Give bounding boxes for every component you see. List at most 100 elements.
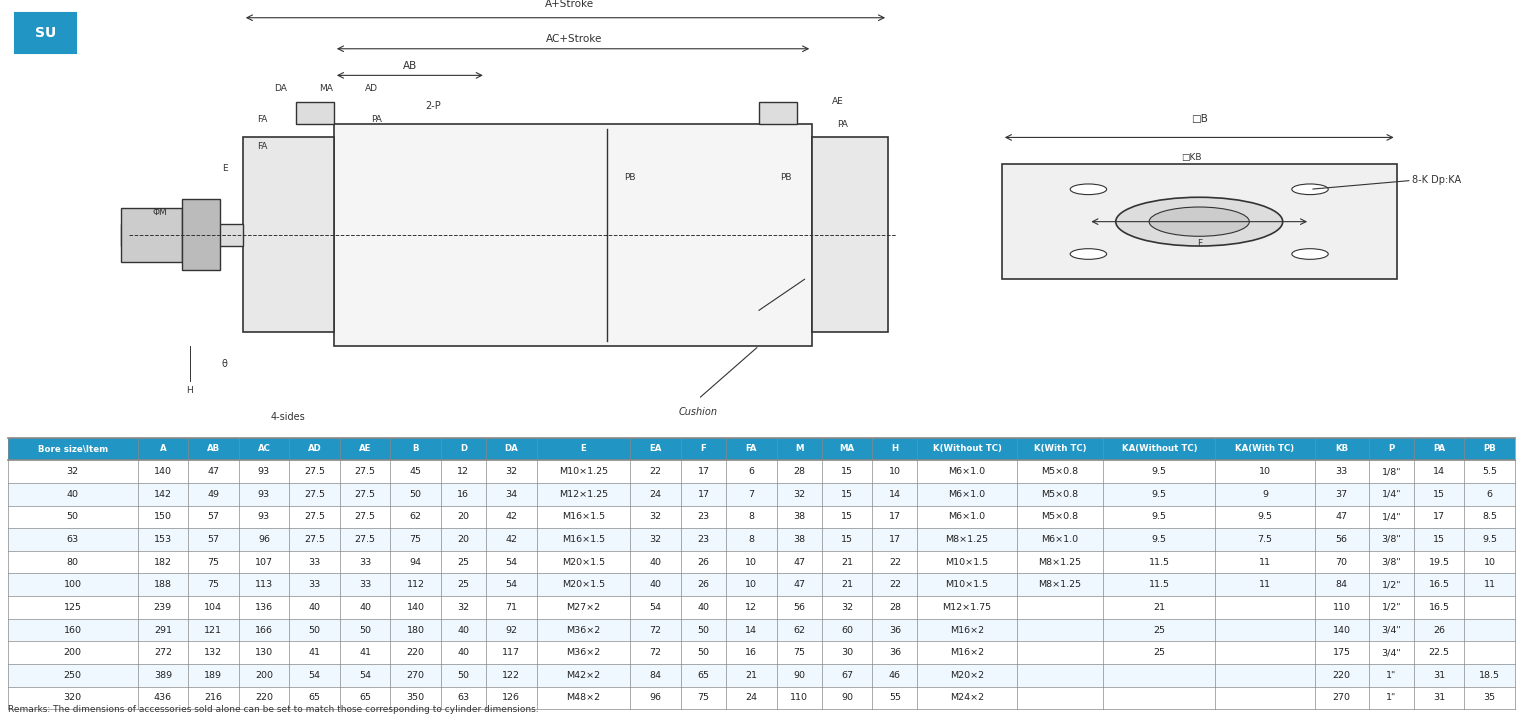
Text: 182: 182: [153, 558, 172, 566]
Text: 6: 6: [1486, 490, 1492, 498]
Text: □B: □B: [1190, 114, 1208, 124]
Text: A+Stroke: A+Stroke: [545, 0, 594, 9]
Text: AE: AE: [358, 445, 372, 453]
Text: 22: 22: [890, 581, 900, 589]
FancyBboxPatch shape: [15, 14, 76, 53]
Bar: [8, 686, 1515, 709]
Bar: [182, 199, 220, 270]
Text: Bore size\Item: Bore size\Item: [38, 445, 108, 453]
Text: 27.5: 27.5: [304, 490, 325, 498]
Text: 113: 113: [255, 581, 273, 589]
Text: M6×1.0: M6×1.0: [949, 467, 985, 476]
Text: 21: 21: [841, 558, 853, 566]
Bar: [121, 208, 182, 262]
Text: 50: 50: [360, 626, 370, 634]
Text: 24: 24: [745, 694, 757, 702]
Text: 32: 32: [505, 467, 518, 476]
Text: 50: 50: [457, 671, 469, 680]
Text: 20: 20: [457, 513, 469, 521]
Text: 18.5: 18.5: [1479, 671, 1500, 680]
Text: 140: 140: [407, 603, 425, 612]
Text: 36: 36: [890, 626, 900, 634]
Text: 75: 75: [697, 694, 709, 702]
Text: 26: 26: [697, 558, 709, 566]
Text: 1/4": 1/4": [1381, 490, 1401, 498]
Text: 130: 130: [255, 649, 273, 657]
Text: K(With TC): K(With TC): [1034, 445, 1087, 453]
Text: PA: PA: [1433, 445, 1445, 453]
Text: 26: 26: [1433, 626, 1445, 634]
Text: 40: 40: [697, 603, 709, 612]
Text: 14: 14: [890, 490, 900, 498]
Text: 220: 220: [1333, 671, 1351, 680]
Bar: [296, 102, 334, 124]
Text: 132: 132: [205, 649, 223, 657]
Text: 188: 188: [153, 581, 172, 589]
Text: M24×2: M24×2: [950, 694, 984, 702]
Text: M12×1.25: M12×1.25: [559, 490, 609, 498]
Text: 41: 41: [308, 649, 320, 657]
Text: M16×2: M16×2: [950, 626, 984, 634]
Text: 7: 7: [748, 490, 754, 498]
Bar: [8, 438, 1515, 460]
Circle shape: [1149, 207, 1249, 236]
Text: 40: 40: [457, 649, 469, 657]
Text: PA: PA: [836, 119, 849, 129]
Text: 200: 200: [255, 671, 273, 680]
Text: 33: 33: [308, 581, 320, 589]
Text: PB: PB: [780, 173, 792, 182]
Text: PB: PB: [624, 173, 636, 182]
Circle shape: [1070, 184, 1107, 194]
Text: 1/2": 1/2": [1381, 603, 1401, 612]
Text: 75: 75: [208, 581, 220, 589]
Text: DA: DA: [504, 445, 518, 453]
Text: M: M: [795, 445, 803, 453]
Text: 350: 350: [407, 694, 425, 702]
Text: 6: 6: [748, 467, 754, 476]
Bar: [121, 224, 243, 246]
Text: M5×0.8: M5×0.8: [1041, 490, 1079, 498]
Text: 63: 63: [457, 694, 469, 702]
Bar: [812, 137, 888, 332]
Text: 21: 21: [841, 581, 853, 589]
Text: M36×2: M36×2: [566, 626, 601, 634]
Text: M10×1.5: M10×1.5: [946, 581, 988, 589]
Text: 220: 220: [407, 649, 425, 657]
Text: 3/8": 3/8": [1381, 558, 1401, 566]
Text: 65: 65: [308, 694, 320, 702]
Text: 25: 25: [457, 558, 469, 566]
Text: 17: 17: [697, 490, 709, 498]
Bar: [1002, 164, 1397, 280]
Text: PB: PB: [1483, 445, 1497, 453]
Text: 121: 121: [205, 626, 223, 634]
Text: 33: 33: [358, 558, 372, 566]
Bar: [8, 618, 1515, 641]
Text: 47: 47: [1336, 513, 1348, 521]
Text: 57: 57: [208, 513, 220, 521]
Text: M12×1.75: M12×1.75: [943, 603, 991, 612]
Text: 84: 84: [1336, 581, 1348, 589]
Text: 3/8": 3/8": [1381, 535, 1401, 544]
Text: 1": 1": [1386, 694, 1397, 702]
Text: M20×2: M20×2: [950, 671, 984, 680]
Text: 126: 126: [502, 694, 521, 702]
Text: 62: 62: [794, 626, 805, 634]
Text: 21: 21: [745, 671, 757, 680]
Text: 54: 54: [308, 671, 320, 680]
Text: 70: 70: [1336, 558, 1348, 566]
Text: 9.5: 9.5: [1152, 513, 1167, 521]
Text: 26: 26: [697, 581, 709, 589]
Text: 15: 15: [1433, 490, 1445, 498]
Text: 16.5: 16.5: [1428, 603, 1450, 612]
Text: 142: 142: [153, 490, 172, 498]
Text: 30: 30: [841, 649, 853, 657]
Text: M36×2: M36×2: [566, 649, 601, 657]
Text: 189: 189: [205, 671, 223, 680]
Text: 35: 35: [1483, 694, 1495, 702]
Bar: [759, 102, 797, 124]
Text: 8-K Dp:KA: 8-K Dp:KA: [1412, 175, 1460, 185]
Text: MA: MA: [839, 445, 855, 453]
Text: 54: 54: [505, 558, 518, 566]
Text: 15: 15: [841, 535, 853, 544]
Text: 72: 72: [650, 649, 662, 657]
